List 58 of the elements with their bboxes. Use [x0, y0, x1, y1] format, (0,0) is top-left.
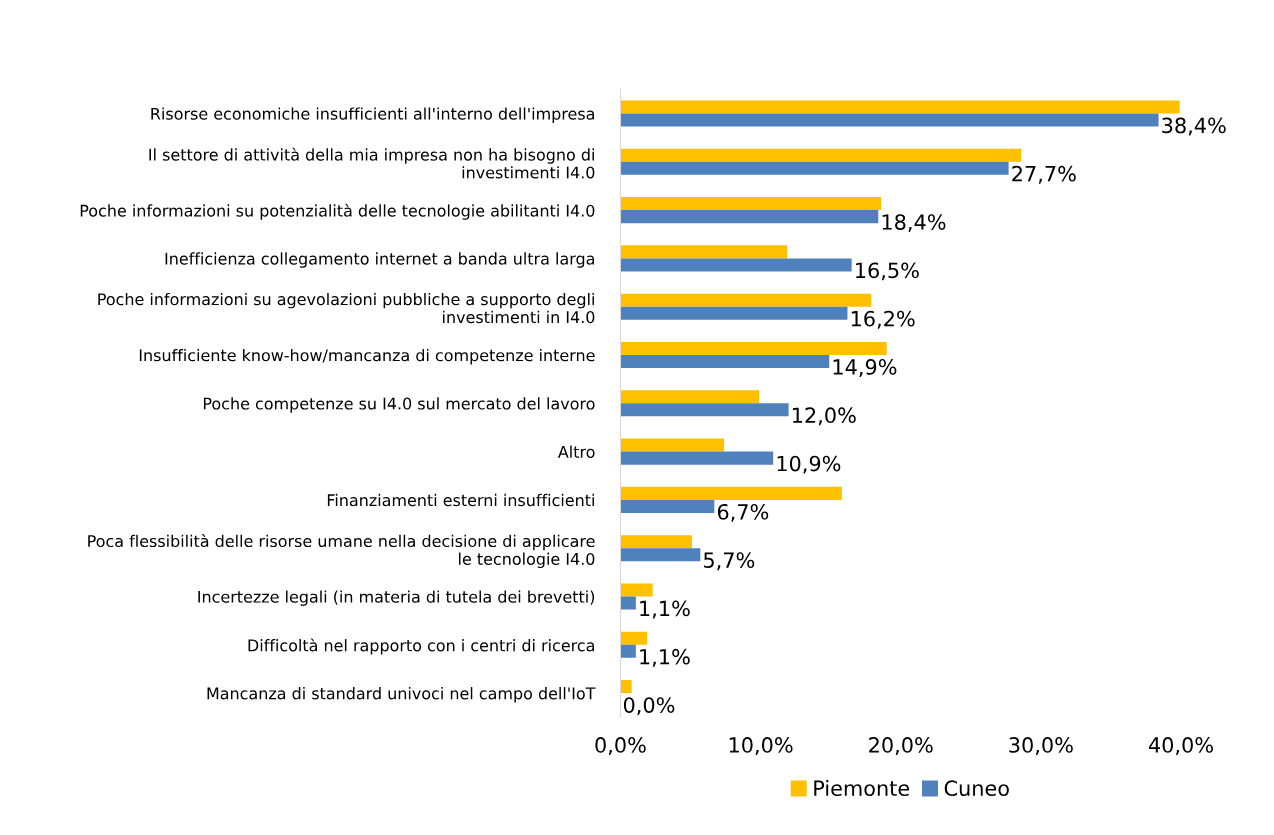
bar: [620, 341, 887, 355]
y-tick-label: Incertezze legali (in materia di tutela dei brevetti): [198, 590, 595, 606]
bar: [620, 390, 760, 404]
bar: [620, 499, 715, 513]
bar: [620, 100, 1180, 114]
y-tick-label: Il settore di attività della mia impresa non ha bisogno di investimenti I4.0: [149, 147, 595, 179]
x-tick-label: 40,0%: [1148, 737, 1213, 755]
bar: [620, 306, 848, 320]
data-label: 16,2%: [851, 310, 915, 329]
bar: [620, 148, 1022, 162]
data-label: 18,4%: [882, 214, 946, 233]
data-label: 16,5%: [856, 262, 919, 281]
bar: [620, 258, 852, 272]
y-tick-label: Risorse economiche insufficienti all'interno dell'impresa: [151, 107, 594, 123]
y-tick-label: Poca flessibilità delle risorse umane nella decisione di applicare le tecnologie I4.0: [88, 534, 595, 569]
legend-label: Cuneo: [944, 780, 1009, 797]
bar: [620, 486, 842, 500]
data-label: 5,7%: [704, 552, 755, 571]
data-label: 1,1%: [640, 648, 690, 667]
legend-label: Piemonte: [814, 779, 910, 797]
bar: [620, 631, 648, 645]
bar: [620, 210, 879, 224]
data-label: 1,1%: [640, 600, 690, 619]
bar: [620, 680, 632, 694]
data-label: 12,0%: [793, 407, 856, 426]
y-tick-label: Difficoltà nel rapporto con i centri di ricerca: [248, 638, 594, 655]
y-tick-label: Poche informazioni su agevolazioni pubbliche a supporto degli investimenti in I4.0: [98, 292, 595, 324]
bar: [620, 583, 653, 597]
x-tick-label: 30,0%: [1009, 737, 1073, 755]
y-tick-label: Inefficienza collegamento internet a banda ultra larga: [165, 252, 594, 268]
y-tick-label: Altro: [557, 445, 595, 458]
data-label: 38,4%: [1162, 117, 1226, 136]
bar: [620, 161, 1009, 175]
bar: [620, 596, 636, 610]
y-tick-label: Mancanza di standard univoci nel campo dell'IoT: [207, 687, 596, 703]
x-tick-label: 0,0%: [595, 737, 646, 755]
y-tick-label: Finanziamenti esterni insufficienti: [327, 493, 594, 507]
bar: [620, 293, 872, 307]
bar: [620, 197, 882, 211]
x-tick-label: 10,0%: [729, 737, 793, 755]
bar: [620, 548, 701, 562]
y-tick-label: Poche competenze su I4.0 sul mercato del lavoro: [203, 397, 595, 413]
data-label: 14,9%: [833, 359, 897, 377]
data-label: 6,7%: [717, 503, 769, 522]
y-tick-label: Insufficiente know-how/mancanza di competenze interne: [139, 348, 595, 365]
bar: [620, 451, 774, 465]
bar: [620, 355, 830, 369]
data-label: 0,0%: [623, 697, 675, 716]
bar: [620, 438, 725, 452]
y-tick-label: Poche informazioni su potenzialità delle tecnologie abilitanti I4.0: [80, 203, 595, 220]
bar: [620, 113, 1159, 127]
data-label: 27,7%: [1012, 165, 1076, 184]
bar: [620, 403, 789, 417]
bar: [620, 245, 788, 259]
bar: [620, 644, 636, 658]
bar: [620, 535, 692, 549]
data-label: 10,9%: [777, 455, 841, 474]
x-tick-label: 20,0%: [869, 737, 933, 755]
